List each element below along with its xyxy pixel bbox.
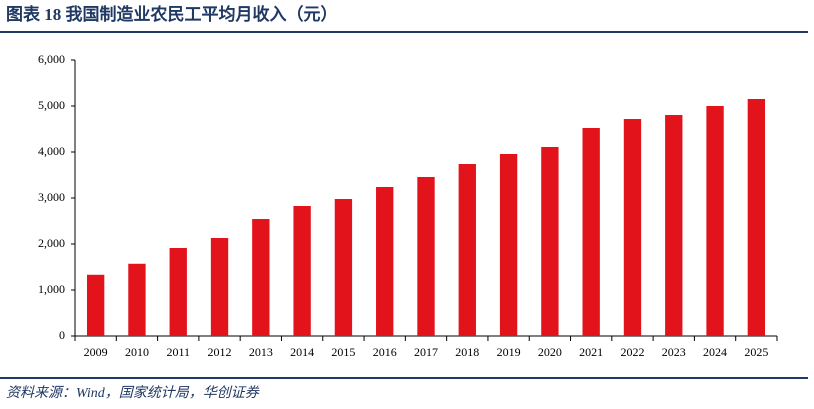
bar [706,106,724,336]
bar [458,164,476,336]
x-tick-label: 2024 [703,345,727,359]
x-tick-label: 2010 [125,345,149,359]
y-tick-label: 0 [59,328,65,342]
y-tick-label: 5,000 [38,98,65,112]
bar [169,248,187,336]
bar [665,115,683,337]
bar [293,206,311,336]
x-tick-label: 2015 [331,345,355,359]
bar [252,219,270,336]
x-tick-label: 2014 [290,345,314,359]
bar [499,153,518,336]
y-tick-label: 3,000 [38,190,65,204]
bar [541,146,559,336]
x-tick-label: 2020 [538,345,562,359]
x-tick-label: 2016 [373,345,397,359]
y-tick-label: 2,000 [38,236,65,250]
y-tick-label: 4,000 [38,144,65,158]
x-tick-label: 2013 [249,345,273,359]
bar [334,199,353,336]
x-tick-label: 2011 [166,345,190,359]
chart-title: 图表 18 我国制造业农民工平均月收入（元） [6,4,338,24]
x-tick-label: 2019 [497,345,521,359]
bar [210,238,229,336]
bar [582,127,600,336]
x-tick-label: 2009 [84,345,108,359]
x-tick-label: 2018 [455,345,479,359]
x-tick-label: 2023 [662,345,686,359]
bar [86,274,105,336]
bar [376,187,394,336]
y-tick-label: 1,000 [38,282,65,296]
x-tick-label: 2021 [579,345,603,359]
bar [417,176,435,336]
x-tick-label: 2012 [208,345,232,359]
x-tick-label: 2017 [414,345,438,359]
x-tick-label: 2022 [620,345,644,359]
x-tick-label: 2025 [744,345,768,359]
source-note: 资料来源：Wind，国家统计局，华创证券 [6,385,260,401]
bar [128,263,146,336]
bar [747,99,766,337]
y-tick-label: 6,000 [38,52,65,66]
bar [623,119,642,336]
